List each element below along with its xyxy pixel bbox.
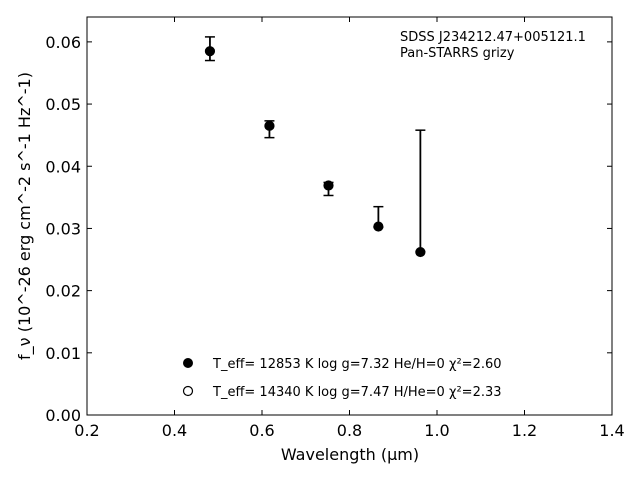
y-tick-label: 0.03 — [45, 219, 81, 238]
x-tick-label: 1.0 — [424, 421, 449, 440]
x-tick-label: 1.4 — [599, 421, 624, 440]
legend-label-2: T_eff= 14340 K log g=7.47 H/He=0 χ²=2.33 — [212, 385, 502, 400]
y-tick-label: 0.01 — [45, 344, 81, 363]
model-point-filled — [323, 180, 334, 191]
x-axis-title: Wavelength (μm) — [281, 445, 419, 464]
y-tick-label: 0.04 — [45, 157, 81, 176]
model-point-filled — [204, 46, 216, 57]
legend: T_eff= 12853 K log g=7.32 He/H=0 χ²=2.60… — [182, 357, 502, 400]
annotation-line-1: SDSS J234212.47+005121.1 — [400, 30, 586, 45]
y-tick-label: 0.06 — [45, 33, 81, 52]
annotation-line-2: Pan-STARRS grizy — [400, 46, 515, 61]
y-tick-label: 0.02 — [45, 282, 81, 301]
axes — [86, 16, 613, 416]
legend-label-1: T_eff= 12853 K log g=7.32 He/H=0 χ²=2.60 — [212, 357, 502, 372]
y-tick-label: 0.00 — [45, 406, 81, 425]
y-tick-label: 0.05 — [45, 95, 81, 114]
plot-frame — [86, 16, 613, 416]
ticks: 0.2 0.4 0.6 0.8 1.0 1.2 1.4 0.00 0.01 0.02 0.03 0.0… — [45, 17, 625, 440]
error-bars — [204, 36, 426, 253]
model-point-filled — [373, 221, 384, 232]
model-point-filled — [415, 246, 426, 258]
x-tick-label: 0.2 — [74, 421, 99, 440]
y-axis-title: f_ν (10^-26 erg cm^-2 s^-1 Hz^-1) — [15, 72, 35, 360]
legend-marker-open — [182, 385, 194, 397]
x-tick-label: 0.4 — [162, 421, 187, 440]
data-points — [204, 46, 426, 258]
x-tick-label: 1.2 — [512, 421, 537, 440]
legend-marker-filled — [183, 358, 193, 368]
x-tick-label: 0.8 — [337, 421, 362, 440]
x-tick-label: 0.6 — [249, 421, 274, 440]
model-point-filled — [264, 120, 275, 131]
